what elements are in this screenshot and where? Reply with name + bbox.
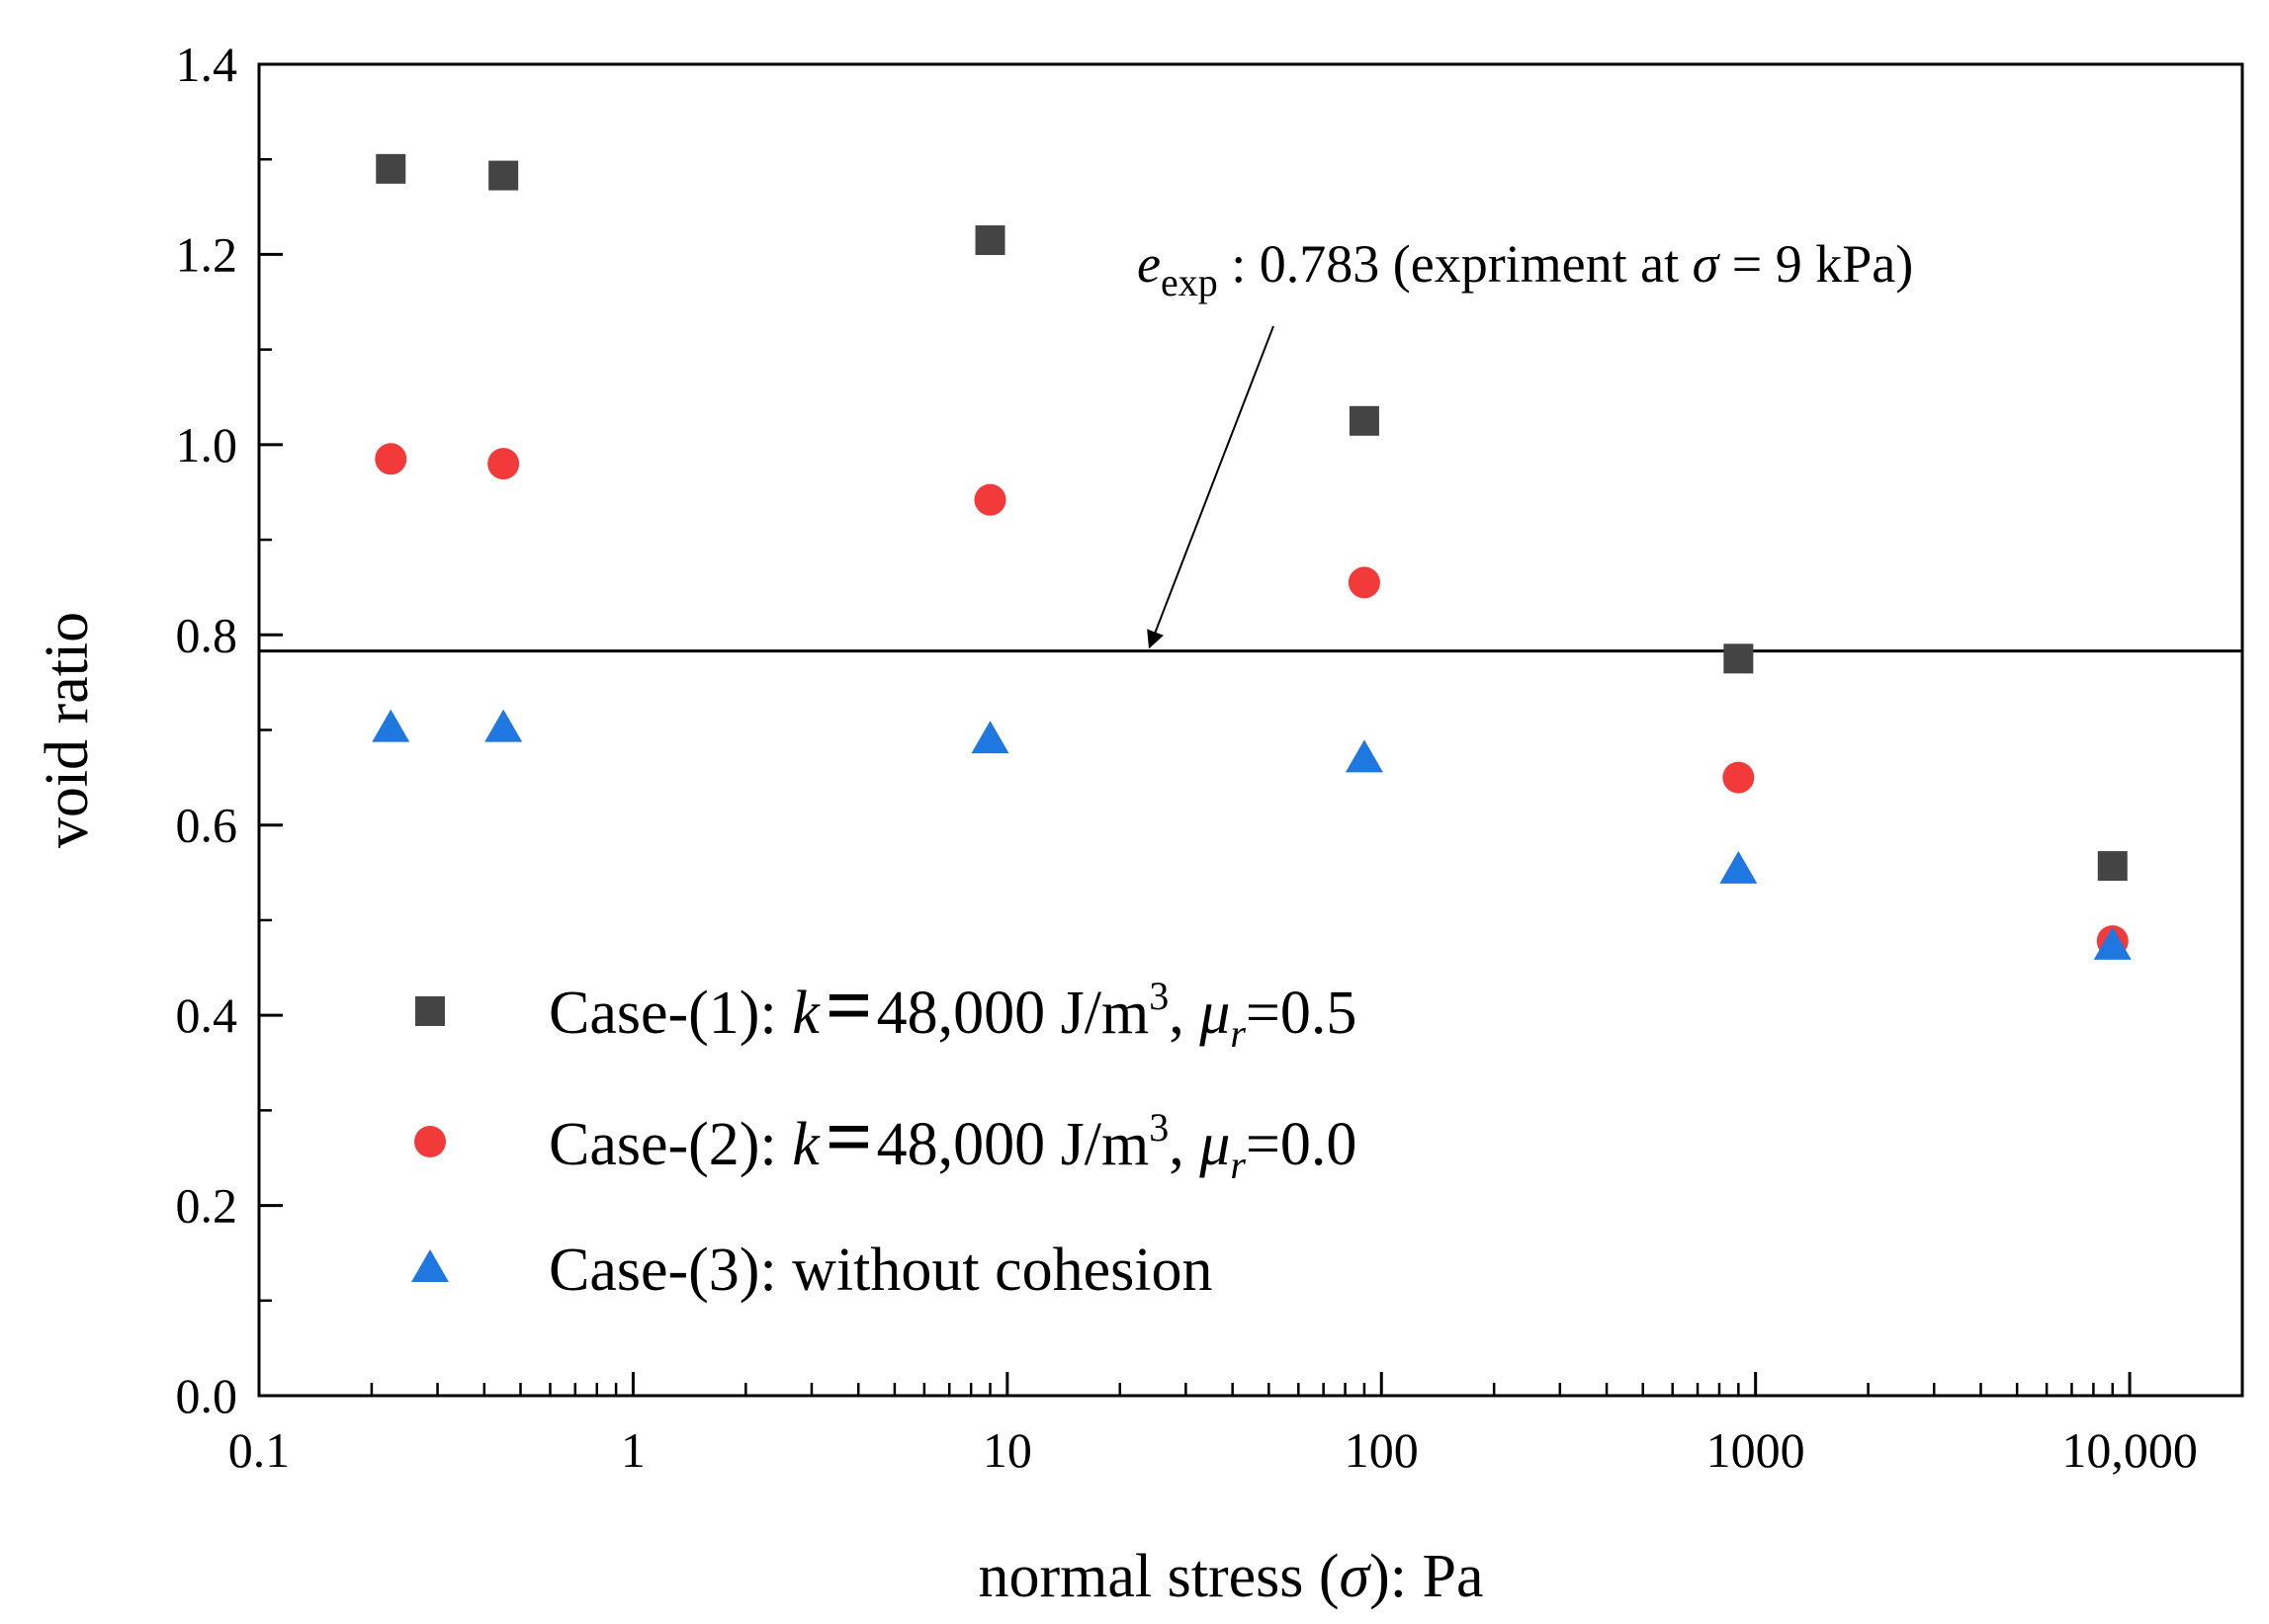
x-tick-label: 1000	[1706, 1422, 1805, 1478]
annotation-middle: : 0.783 (expriment at	[1218, 234, 1693, 294]
x-axis-title: normal stress (σ): Pa	[979, 1543, 1484, 1610]
data-point-case-1	[488, 160, 519, 191]
annotation-e: e	[1137, 234, 1161, 294]
legend-label-case-3: Case-(3): without cohesion	[549, 1237, 1213, 1304]
x-tick-label: 10,000	[2061, 1422, 2198, 1478]
data-point-case-3	[484, 709, 523, 742]
data-point-case-1	[1349, 405, 1379, 436]
data-point-case-3	[1719, 850, 1758, 884]
x-tick-label: 100	[1345, 1422, 1419, 1478]
y-tick-label: 1.0	[176, 417, 238, 472]
x-axis-title-sigma: σ	[1340, 1543, 1372, 1610]
y-tick-label: 0.6	[176, 798, 238, 853]
y-tick-label: 0.4	[176, 987, 238, 1043]
y-tick-label: 0.0	[176, 1368, 238, 1423]
y-tick-label: 0.8	[176, 607, 238, 662]
data-point-case-3	[1345, 739, 1383, 773]
y-tick-label: 0.2	[176, 1178, 238, 1234]
series-1	[376, 153, 2128, 882]
series-2	[375, 443, 2129, 958]
data-point-case-3	[971, 721, 1009, 754]
y-tick-label: 1.4	[176, 37, 238, 92]
x-tick-label: 0.1	[228, 1422, 291, 1478]
annotation-subscript: exp	[1161, 260, 1218, 304]
y-axis-title: void ratio	[34, 612, 101, 848]
legend-symbol-case-3	[411, 1249, 449, 1282]
y-tick-label: 1.2	[176, 226, 238, 282]
x-axis-title-post: ): Pa	[1369, 1543, 1483, 1610]
axis-ticks	[257, 62, 2244, 1398]
legend-label-case-2: Case-(2): k=48,000 J/m3, μr=0.0	[549, 1091, 1356, 1187]
data-point-case-1	[1723, 643, 1754, 674]
data-point-case-3	[2093, 926, 2132, 960]
data-point-case-2	[1722, 761, 1755, 794]
data-point-case-1	[2097, 851, 2128, 882]
annotation-tail: = 9 kPa)	[1718, 234, 1913, 294]
axis-tick-labels: 0.1 1 10 100 1000 10,000 0.0 0.2 0.4 0.6 0.8 1.0 1.2…	[176, 37, 2198, 1478]
legend-symbol-case-2	[414, 1126, 446, 1157]
legend-symbol-case-1	[415, 996, 445, 1026]
data-points	[372, 153, 2132, 960]
data-point-case-2	[375, 443, 407, 475]
plot-frame	[257, 62, 2244, 1398]
data-point-case-3	[372, 709, 410, 742]
annotation-sigma: σ	[1693, 234, 1721, 294]
data-point-case-2	[487, 448, 520, 480]
data-point-case-2	[1348, 566, 1380, 599]
x-tick-label: 1	[621, 1422, 646, 1478]
annotation-label: eexp : 0.783 (expriment at σ = 9 kPa)	[1137, 234, 1913, 304]
data-point-case-2	[974, 483, 1006, 516]
x-tick-label: 10	[983, 1422, 1032, 1478]
legend-label-case-1: Case-(1): k=48,000 J/m3, μr=0.5	[549, 960, 1356, 1056]
data-point-case-1	[975, 224, 1005, 255]
legend: Case-(1): k=48,000 J/m3, μr=0.5 Case-(2)…	[411, 960, 1356, 1304]
series-3	[372, 709, 2132, 960]
x-axis-title-pre: normal stress (	[979, 1543, 1340, 1610]
annotation-arrow	[1147, 325, 1274, 649]
data-point-case-1	[376, 153, 406, 184]
